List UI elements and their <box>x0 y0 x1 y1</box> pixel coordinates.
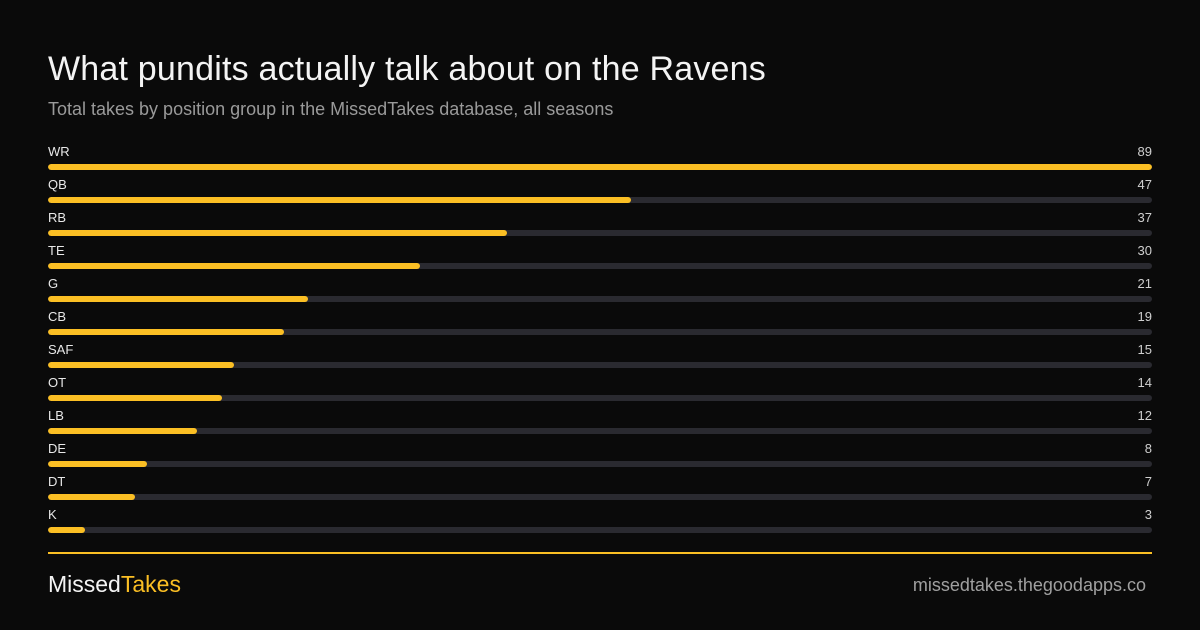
bar-value: 3 <box>1144 507 1152 522</box>
bar-track <box>48 230 1152 236</box>
bar-track <box>48 197 1152 203</box>
bar <box>48 296 309 302</box>
bar-value: 8 <box>1144 441 1152 456</box>
bar-row: DE 8 <box>48 441 1152 474</box>
bar-value: 14 <box>1137 375 1152 390</box>
bar-track <box>48 329 1152 335</box>
bar <box>48 362 235 368</box>
bar-label: RB <box>48 210 67 225</box>
bar-label: QB <box>48 177 67 192</box>
bar-row: LB 12 <box>48 408 1152 441</box>
site-url: missedtakes.thegoodapps.co <box>912 575 1146 595</box>
bar <box>48 428 197 434</box>
bar-row: CB 19 <box>48 309 1152 342</box>
bar-row: TE 30 <box>48 243 1152 276</box>
bar-track <box>48 461 1152 467</box>
bar-row: OT 14 <box>48 375 1152 408</box>
bar-value: 37 <box>1137 210 1152 225</box>
bar-value: 19 <box>1137 309 1152 324</box>
bar-label: DE <box>48 441 67 456</box>
chart-subtitle: Total takes by position group in the Mis… <box>48 99 614 119</box>
bar-value: 15 <box>1137 342 1152 357</box>
bar <box>48 461 148 467</box>
bar-value: 12 <box>1137 408 1152 423</box>
bar-chart: WR 89 QB 47 RB 37 TE 30 G 21 CB 19 SAF 15 OT 14 LB 12 DE 8 D… <box>48 144 1152 540</box>
bar-label: DT <box>48 474 66 489</box>
bar <box>48 263 421 269</box>
bar-value: 89 <box>1137 144 1152 159</box>
brand-logo-part1: Missed <box>48 571 121 597</box>
bar-row: G 21 <box>48 276 1152 309</box>
bar <box>48 395 222 401</box>
bar-label: K <box>48 507 57 522</box>
bar-label: LB <box>48 408 64 423</box>
bar-label: TE <box>48 243 65 258</box>
bar-track <box>48 164 1152 170</box>
bar-row: SAF 15 <box>48 342 1152 375</box>
bar-track <box>48 395 1152 401</box>
bar-track <box>48 362 1152 368</box>
bar-row: DT 7 <box>48 474 1152 507</box>
bar-value: 47 <box>1137 177 1152 192</box>
bar <box>48 164 1152 170</box>
chart-title: What pundits actually talk about on the … <box>48 50 766 88</box>
bar-track <box>48 263 1152 269</box>
bar-label: CB <box>48 309 67 324</box>
bar-label: WR <box>48 144 70 159</box>
brand-logo-part2: Takes <box>120 571 181 597</box>
bar-label: OT <box>48 375 67 390</box>
bar-track <box>48 494 1152 500</box>
bar-label: SAF <box>48 342 74 357</box>
bar-track <box>48 428 1152 434</box>
brand-logo: MissedTakes <box>48 571 181 598</box>
bar-label: G <box>48 276 59 291</box>
bar-track <box>48 527 1152 533</box>
bar-row: QB 47 <box>48 177 1152 210</box>
bar-value: 21 <box>1137 276 1152 291</box>
bar <box>48 329 284 335</box>
bar <box>48 527 86 533</box>
footer-divider <box>48 552 1152 554</box>
bar-row: RB 37 <box>48 210 1152 243</box>
bar <box>48 230 507 236</box>
bar <box>48 494 135 500</box>
bar-row: WR 89 <box>48 144 1152 177</box>
bar <box>48 197 631 203</box>
bar-value: 7 <box>1144 474 1152 489</box>
bar-value: 30 <box>1137 243 1152 258</box>
bar-track <box>48 296 1152 302</box>
